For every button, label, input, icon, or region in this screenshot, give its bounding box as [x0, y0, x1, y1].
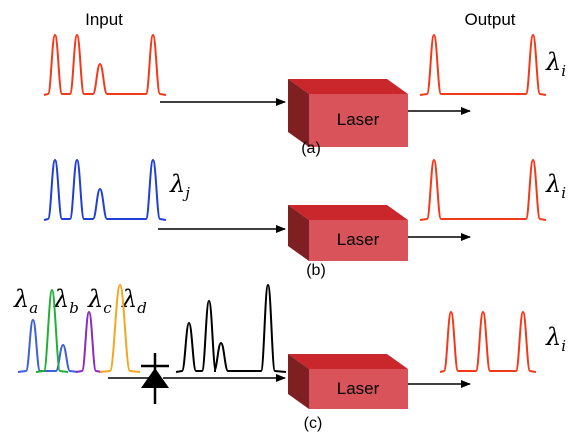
- output-pulse-train-a: [419, 33, 547, 96]
- wdm-channel-d-pulses: [99, 283, 141, 373]
- lambda-a-label: λa: [13, 285, 38, 317]
- laser-side-face: [288, 205, 309, 261]
- laser-label: Laser: [337, 230, 380, 249]
- laser-side-face: [288, 79, 309, 147]
- laser-block-c: Laser: [288, 354, 408, 409]
- laser-side-face: [288, 354, 309, 409]
- output-label: Output: [464, 10, 515, 29]
- panel-c: λa λb λc λd Laser λi (c): [13, 283, 566, 432]
- lambda-c-label: λc: [87, 285, 112, 317]
- lambda-i-label-b: λi: [545, 170, 566, 202]
- laser-label: Laser: [337, 110, 380, 129]
- lambda-b-label: λb: [53, 285, 79, 317]
- panel-a: Input Output Laser λi (a): [43, 10, 566, 157]
- laser-front-face: [309, 94, 408, 147]
- wdm-channel-c-pulses: [75, 310, 103, 373]
- input-pulse-train-b: [43, 158, 167, 221]
- lambda-i-label-c: λi: [545, 323, 566, 355]
- laser-top-face: [288, 205, 408, 220]
- lambda-j-label: λj: [169, 170, 190, 202]
- laser-block-b: Laser: [288, 205, 408, 261]
- panel-c-caption: (c): [304, 415, 323, 432]
- photodiode-icon: [141, 353, 169, 404]
- input-pulse-train-a: [43, 33, 167, 96]
- laser-top-face: [288, 354, 408, 369]
- lambda-i-label-a: λi: [545, 48, 566, 80]
- panel-b: λj Laser λi (b): [43, 158, 566, 279]
- laser-label: Laser: [337, 379, 380, 398]
- panel-b-caption: (b): [306, 262, 326, 279]
- wdm-channel-b-pulses: [35, 288, 69, 373]
- wdm-channel-a-pulses: [17, 318, 79, 373]
- laser-front-face: [309, 369, 408, 409]
- electrical-signal-pulses: [175, 283, 287, 373]
- output-pulse-train-b: [419, 158, 547, 221]
- laser-block-a: Laser: [288, 79, 408, 147]
- laser-top-face: [288, 79, 408, 94]
- panel-a-caption: (a): [301, 140, 321, 157]
- input-label: Input: [85, 10, 123, 29]
- output-pulse-train-c: [439, 310, 537, 373]
- lambda-d-label: λd: [121, 285, 147, 317]
- laser-front-face: [309, 220, 408, 261]
